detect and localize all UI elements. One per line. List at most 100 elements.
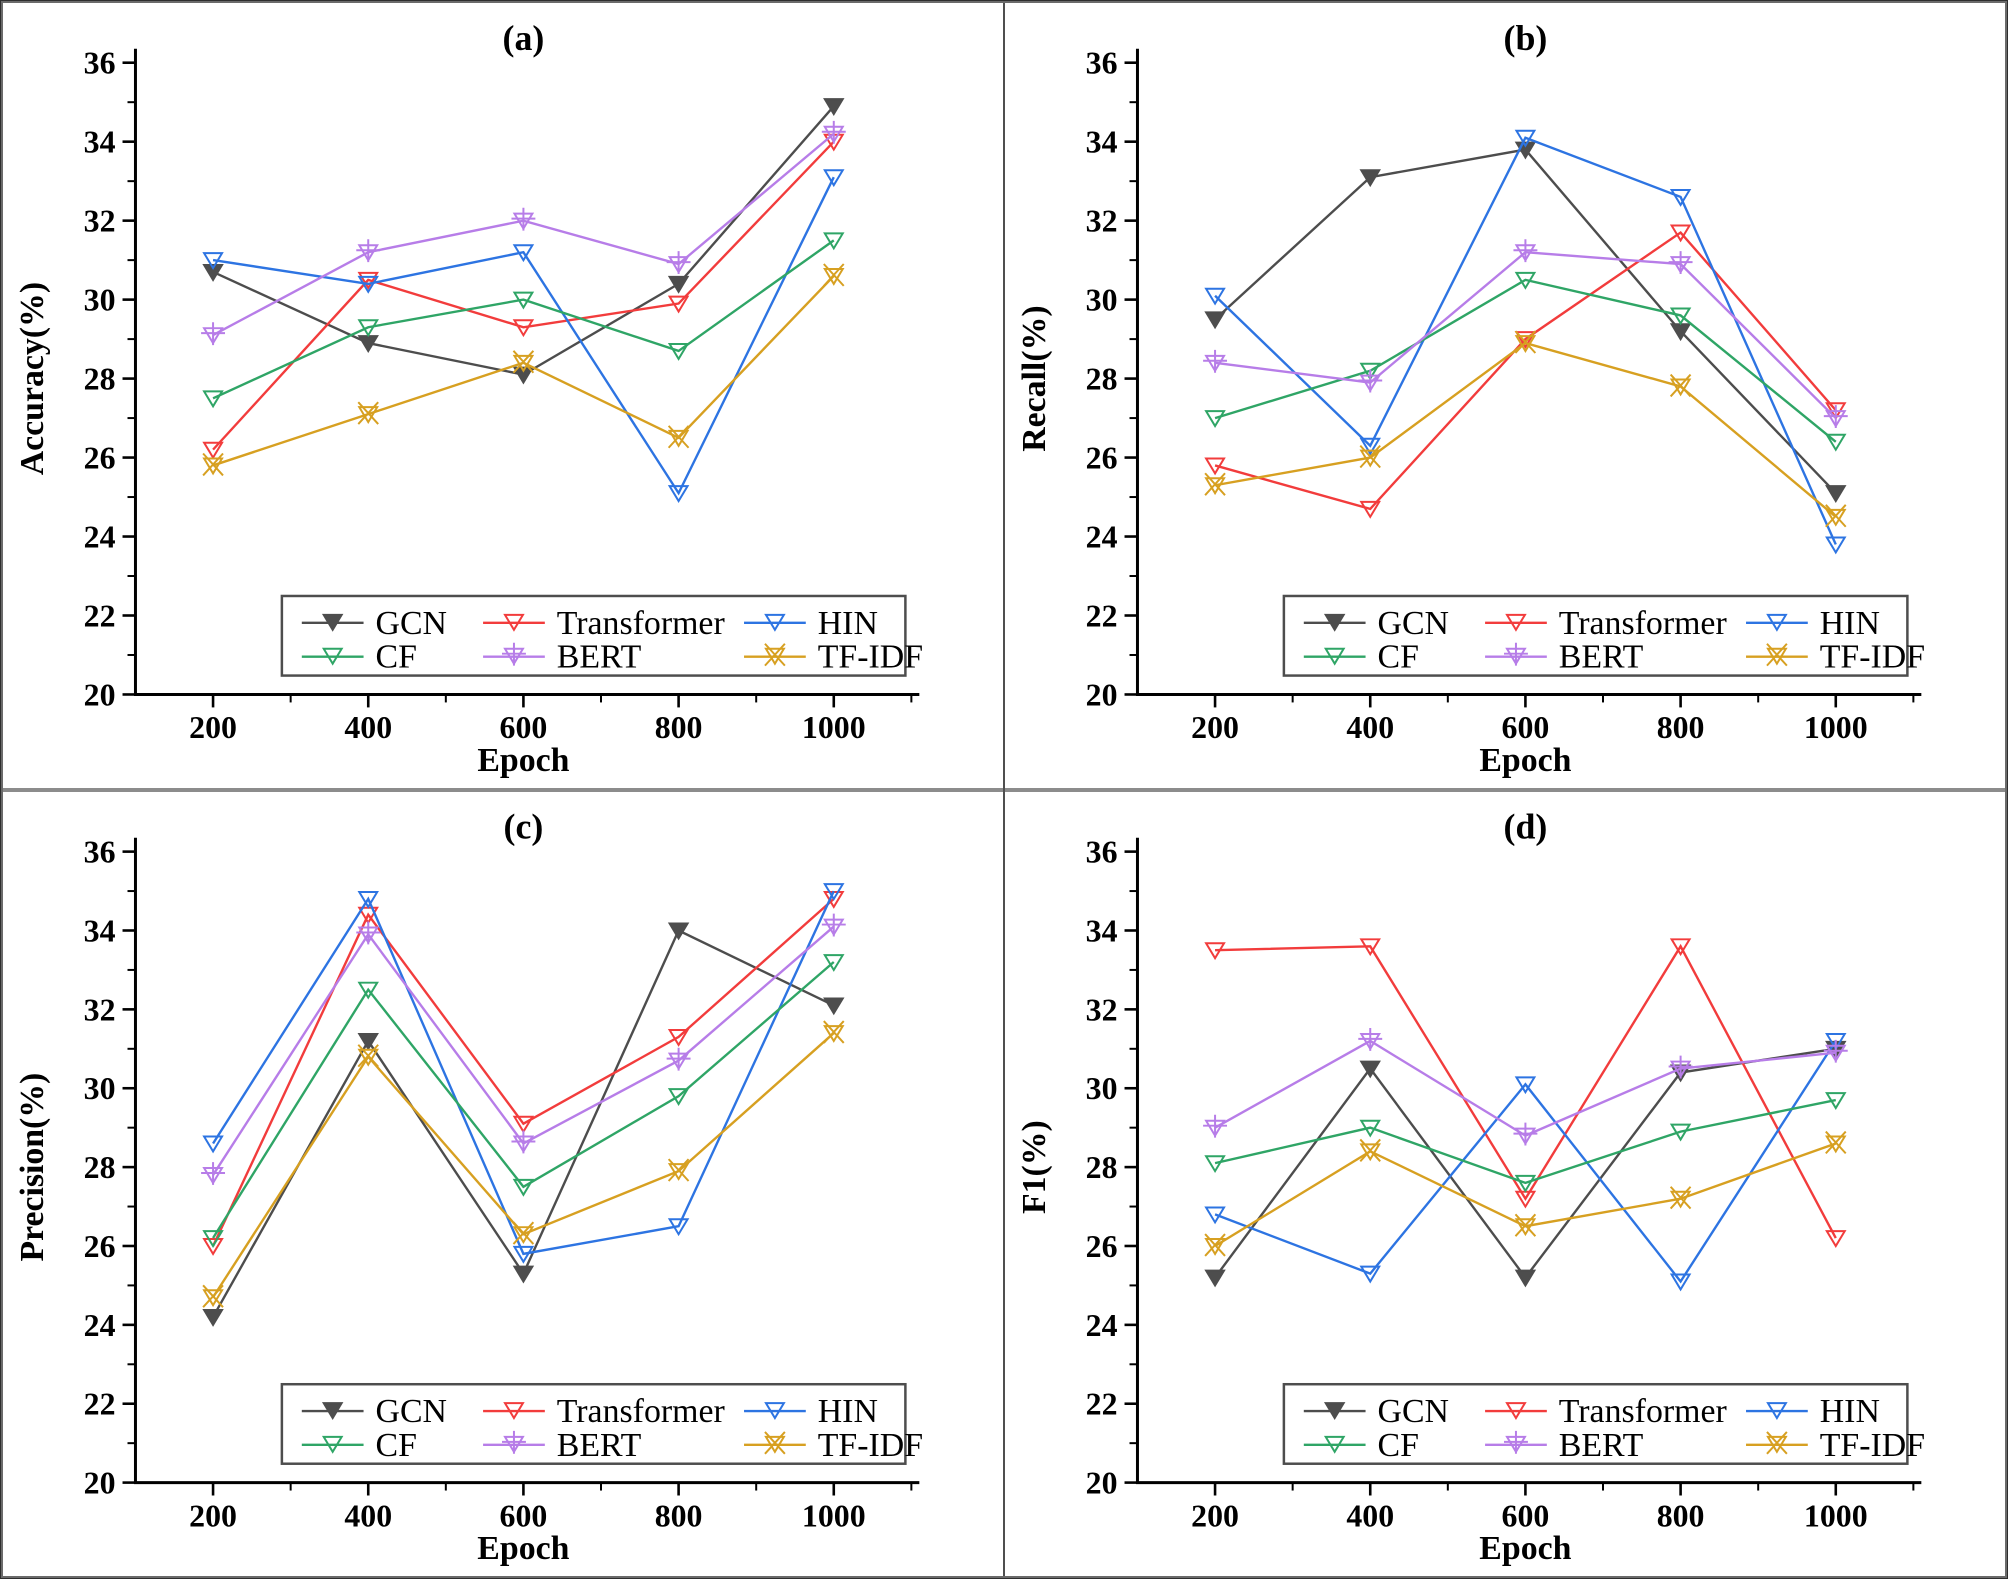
series-tf-idf-marker-x xyxy=(1669,373,1692,398)
series-tf-idf-marker-x xyxy=(1514,1213,1537,1237)
series-bert-marker-plus xyxy=(356,239,381,263)
y-tick-label: 28 xyxy=(1086,1150,1118,1185)
legend-tf-idf-marker-x xyxy=(1766,643,1788,667)
series-transformer-marker xyxy=(1514,331,1537,349)
series-cf xyxy=(202,232,845,409)
series-gcn-marker xyxy=(1514,1269,1537,1288)
series-hin xyxy=(1204,129,1847,555)
series-tf-idf-marker xyxy=(1825,508,1847,527)
series-hin-marker xyxy=(512,244,535,263)
legend-hin-marker xyxy=(764,1402,786,1420)
legend-label-tf-idf: TF-IDF xyxy=(1820,639,1925,676)
series-tf-idf-marker xyxy=(1359,449,1381,468)
series-gcn-marker xyxy=(202,264,224,282)
legend-label-tf-idf: TF-IDF xyxy=(818,639,923,676)
legend-label-gcn: GCN xyxy=(1378,1393,1449,1430)
legend-tf-idf-marker-x xyxy=(764,1431,786,1455)
series-gcn-marker xyxy=(1359,169,1381,188)
legend-entry-hin: HIN xyxy=(1746,1393,1880,1430)
series-transformer xyxy=(202,890,845,1256)
x-axis-label: Epoch xyxy=(1479,742,1571,779)
series-bert-marker-plus xyxy=(666,251,691,275)
series-tf-idf-marker xyxy=(512,1226,535,1245)
axes: 20 22 24 26 28 30 32 34 36 200 400 600 800 1000 xyxy=(84,835,920,1533)
series-bert-marker-plus xyxy=(201,1162,226,1185)
series-tf-idf-marker-x xyxy=(1204,1233,1226,1257)
series-tf-idf-marker xyxy=(667,1163,690,1181)
series-tf-idf-marker-x xyxy=(202,452,224,477)
y-axis-label: Recall(%) xyxy=(1016,305,1053,451)
legend-hin-marker xyxy=(1766,613,1788,632)
series-cf-marker xyxy=(1204,1155,1226,1174)
legend-entry-cf: CF xyxy=(1303,639,1419,676)
legend: GCN Transformer HIN CF BERT TF-IDF xyxy=(280,1382,923,1465)
series-bert xyxy=(201,120,846,346)
legend-label-tf-idf: TF-IDF xyxy=(1820,1427,1925,1464)
legend-tf-idf-marker xyxy=(1766,1435,1788,1454)
series-gcn-marker xyxy=(1825,485,1847,503)
legend-entry-hin: HIN xyxy=(1746,605,1880,642)
x-tick-label: 600 xyxy=(500,710,548,745)
series-bert-marker-plus xyxy=(511,207,536,231)
legend-cf-marker xyxy=(1323,647,1346,666)
series-hin-marker xyxy=(1669,188,1692,207)
series-gcn-marker xyxy=(1359,1060,1381,1079)
series-transformer-marker xyxy=(512,319,535,338)
series-gcn-marker xyxy=(357,1032,379,1051)
panel-title-a: (a) xyxy=(503,18,545,58)
legend-entry-tf-idf: TF-IDF xyxy=(744,1427,923,1464)
legend-tf-idf-marker xyxy=(764,647,786,666)
legend-label-cf: CF xyxy=(1378,639,1419,676)
series-tf-idf-marker xyxy=(1669,378,1692,397)
x-tick-label: 800 xyxy=(655,710,703,745)
series-line-cf xyxy=(212,961,835,1239)
x-axis-label: Epoch xyxy=(477,1530,569,1567)
series-transformer-marker xyxy=(1359,938,1381,957)
series-cf-marker xyxy=(1359,1119,1381,1138)
y-tick-label: 34 xyxy=(84,913,116,948)
series-hin-marker xyxy=(667,485,690,503)
panel-title-d: (d) xyxy=(1504,807,1548,847)
series-cf-marker xyxy=(1514,1174,1537,1193)
legend-entry-cf: CF xyxy=(1303,1427,1419,1464)
y-tick-label: 24 xyxy=(1086,519,1118,554)
x-tick-label: 600 xyxy=(1502,1498,1550,1533)
axes: 20 22 24 26 28 30 32 34 36 200 400 600 800 1000 xyxy=(1086,46,1922,745)
series-gcn xyxy=(202,922,845,1327)
x-tick-label: 800 xyxy=(1657,710,1705,745)
legend-label-hin: HIN xyxy=(1820,605,1880,642)
series-tf-idf-marker-x xyxy=(512,350,535,374)
series-tf-idf-marker-x xyxy=(202,1284,224,1308)
legend-entry-transformer: Transformer xyxy=(1485,1393,1727,1430)
series-gcn-marker xyxy=(1204,1269,1226,1288)
y-tick-label: 20 xyxy=(1086,677,1118,712)
series-tf-idf-marker-x xyxy=(357,1044,379,1068)
series-cf-marker xyxy=(1669,1123,1692,1142)
axes: 20 22 24 26 28 30 32 34 36 200 400 600 800 1000 xyxy=(84,46,920,745)
series-tf-idf-marker-x xyxy=(823,1020,845,1044)
legend-label-transformer: Transformer xyxy=(557,1393,725,1430)
series-cf-marker xyxy=(1825,433,1847,452)
series-cf-marker xyxy=(202,1230,224,1248)
series-line-hin xyxy=(212,176,835,496)
y-tick-label: 32 xyxy=(1086,992,1118,1027)
series-bert xyxy=(1203,1027,1848,1146)
series-gcn-marker xyxy=(667,275,690,294)
series-hin xyxy=(1204,1032,1847,1292)
series-hin-marker xyxy=(1204,287,1226,306)
y-tick-label: 30 xyxy=(1086,1071,1118,1106)
series-line-cf xyxy=(1214,278,1837,443)
series-hin-marker xyxy=(1359,1265,1381,1284)
series-tf-idf-marker xyxy=(1204,477,1226,496)
series-bert-marker-plus xyxy=(1668,251,1693,275)
series-line-tf-idf xyxy=(212,1032,835,1298)
legend-entry-gcn: GCN xyxy=(301,605,447,642)
series-gcn-marker xyxy=(667,922,690,941)
series-cf-marker xyxy=(1669,307,1692,326)
y-tick-label: 24 xyxy=(1086,1308,1118,1343)
series-transformer xyxy=(1204,938,1847,1248)
series-line-cf xyxy=(212,239,835,400)
y-tick-label: 26 xyxy=(84,441,116,476)
series-cf-marker xyxy=(357,981,379,1000)
